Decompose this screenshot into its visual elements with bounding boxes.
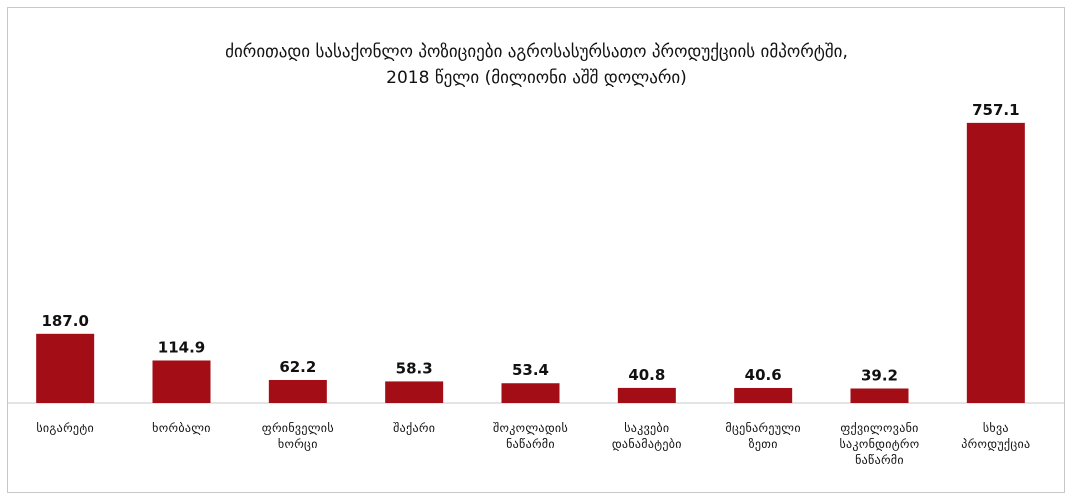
x-tick-label: მცენარეული ზეთი	[725, 421, 801, 451]
x-tick-label: ფქვილოვანი საკონდიტრო ნაწარმი	[839, 421, 920, 467]
value-label: 187.0	[41, 312, 88, 330]
value-label: 62.2	[279, 358, 316, 376]
bar	[734, 387, 793, 403]
value-label: 58.3	[396, 359, 433, 377]
x-tick-label: შოკოლადის ნაწარმი	[492, 421, 569, 451]
bar	[966, 122, 1025, 404]
value-label: 757.1	[972, 101, 1019, 119]
chart-frame	[7, 7, 1065, 493]
x-tick-label: შაქარი	[393, 421, 436, 435]
x-tick-label: სხვა პროდუქცია	[961, 421, 1031, 451]
bar	[501, 383, 560, 403]
bar	[385, 381, 444, 403]
x-tick-label: ფრინველის ხორცი	[261, 421, 334, 451]
bar	[36, 333, 95, 403]
bar	[268, 379, 327, 403]
value-label: 39.2	[861, 366, 898, 384]
value-label: 53.4	[512, 361, 549, 379]
bar	[152, 360, 211, 403]
value-label: 114.9	[158, 338, 205, 356]
bar	[617, 387, 676, 403]
bar	[850, 388, 909, 403]
chart-title: 2018 წელი (მილიონი აშშ დოლარი)	[386, 68, 687, 88]
x-tick-label: ხორბალი	[152, 421, 211, 435]
x-tick-label: საკვები დანამატები	[611, 421, 682, 451]
x-tick-label: სიგარეტი	[36, 421, 94, 435]
value-label: 40.8	[628, 366, 665, 384]
chart-title: ძირითადი სასაქონლო პოზიციები აგროსასურსა…	[225, 42, 848, 62]
value-label: 40.6	[745, 366, 782, 384]
